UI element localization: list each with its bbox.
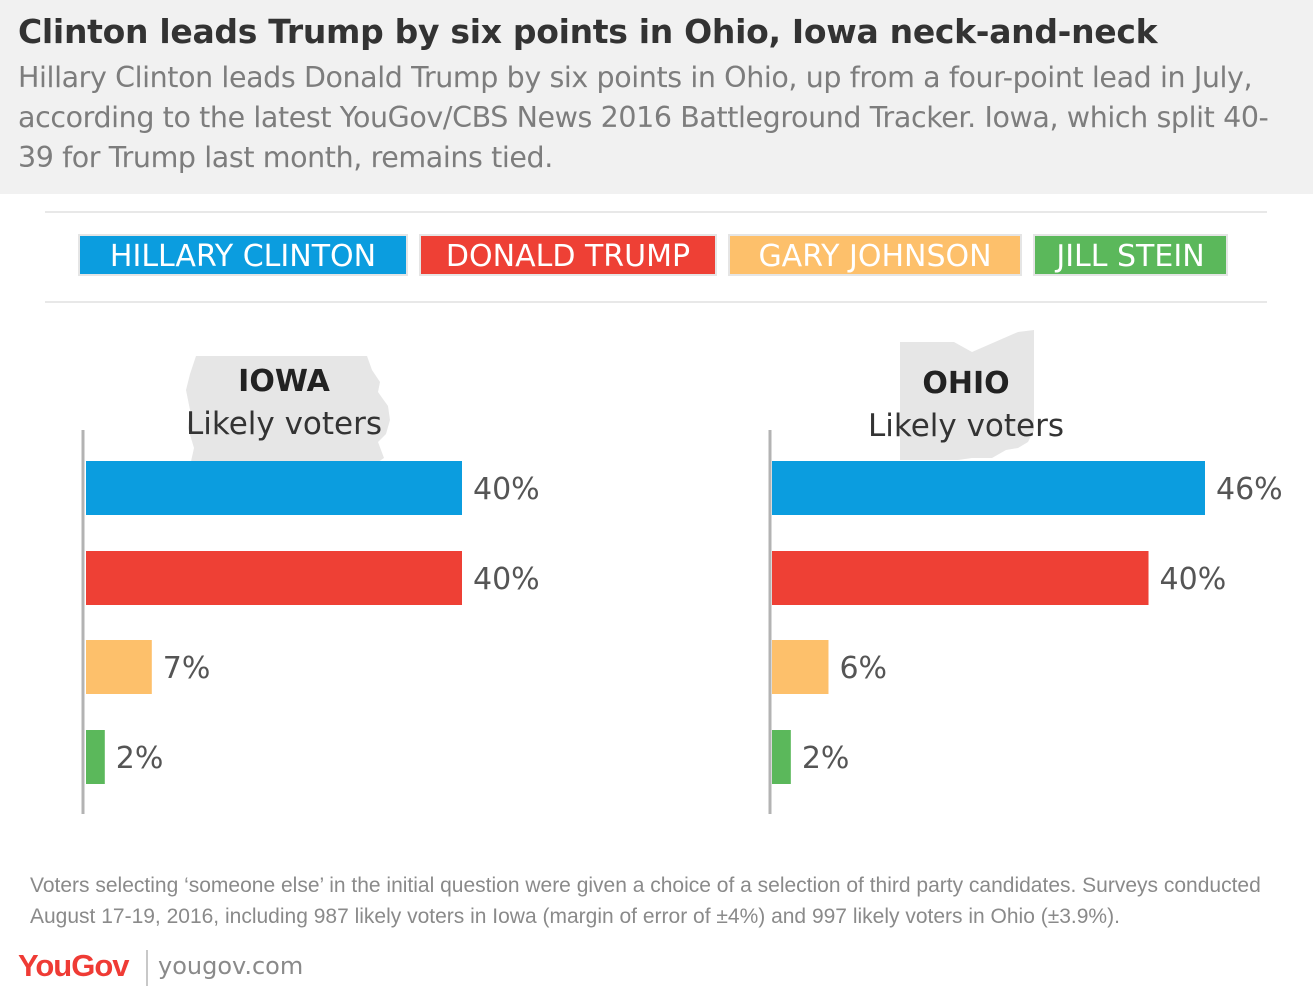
iowa-value-label-johnson: 7% bbox=[163, 651, 211, 686]
iowa-value-label-trump: 40% bbox=[473, 562, 540, 597]
chart-title: Clinton leads Trump by six points in Ohi… bbox=[18, 12, 1158, 51]
legend-bottom-divider bbox=[45, 301, 1267, 303]
iowa-state-name: IOWA bbox=[238, 364, 330, 399]
ohio-bar-stein bbox=[772, 730, 791, 784]
iowa-value-label-clinton: 40% bbox=[473, 472, 540, 507]
chart-subtitle: Hillary Clinton leads Donald Trump by si… bbox=[18, 61, 1269, 174]
footnote: Voters selecting ‘someone else’ in the i… bbox=[30, 874, 1261, 928]
iowa-value-label-stein: 2% bbox=[116, 741, 164, 776]
iowa-bar-stein bbox=[86, 730, 105, 784]
ohio-state-silhouette bbox=[900, 330, 1034, 460]
ohio-state-name: OHIO bbox=[922, 366, 1010, 401]
iowa-chart-svg: 40% 40% 7% 2% bbox=[81, 356, 540, 814]
iowa-bar-clinton bbox=[86, 461, 462, 515]
legend-top-divider bbox=[45, 211, 1267, 213]
ohio-value-label-clinton: 46% bbox=[1216, 472, 1283, 507]
iowa-bar-johnson bbox=[86, 640, 152, 694]
iowa-bar-trump bbox=[86, 551, 462, 605]
ohio-likely-voters-label: Likely voters bbox=[867, 408, 1065, 444]
ohio-value-label-johnson: 6% bbox=[839, 651, 887, 686]
ohio-value-label-trump: 40% bbox=[1160, 562, 1227, 597]
ohio-bar-johnson bbox=[772, 640, 829, 694]
chart-ohio: 46% 40% 6% 2% OHIO Likely voters bbox=[686, 330, 1313, 830]
legend-item-clinton: HILLARY CLINTON bbox=[78, 234, 408, 276]
legend-item-trump: DONALD TRUMP bbox=[419, 234, 717, 276]
ohio-bar-clinton bbox=[772, 461, 1205, 515]
brand-divider bbox=[146, 950, 148, 986]
iowa-likely-voters-label: Likely voters bbox=[185, 406, 383, 442]
ohio-bar-trump bbox=[772, 551, 1149, 605]
ohio-chart-svg: 46% 40% 6% 2% bbox=[768, 330, 1283, 814]
chart-iowa: 40% 40% 7% 2% IOWA Likely voters bbox=[0, 330, 640, 830]
ohio-value-label-stein: 2% bbox=[802, 741, 850, 776]
yougov-logo: YouGov bbox=[18, 948, 130, 983]
brand-url[interactable]: yougov.com bbox=[158, 952, 304, 980]
legend-item-johnson: GARY JOHNSON bbox=[728, 234, 1022, 276]
iowa-state-silhouette bbox=[186, 356, 390, 478]
header-panel: Clinton leads Trump by six points in Ohi… bbox=[0, 0, 1313, 194]
legend-item-stein: JILL STEIN bbox=[1033, 234, 1228, 276]
